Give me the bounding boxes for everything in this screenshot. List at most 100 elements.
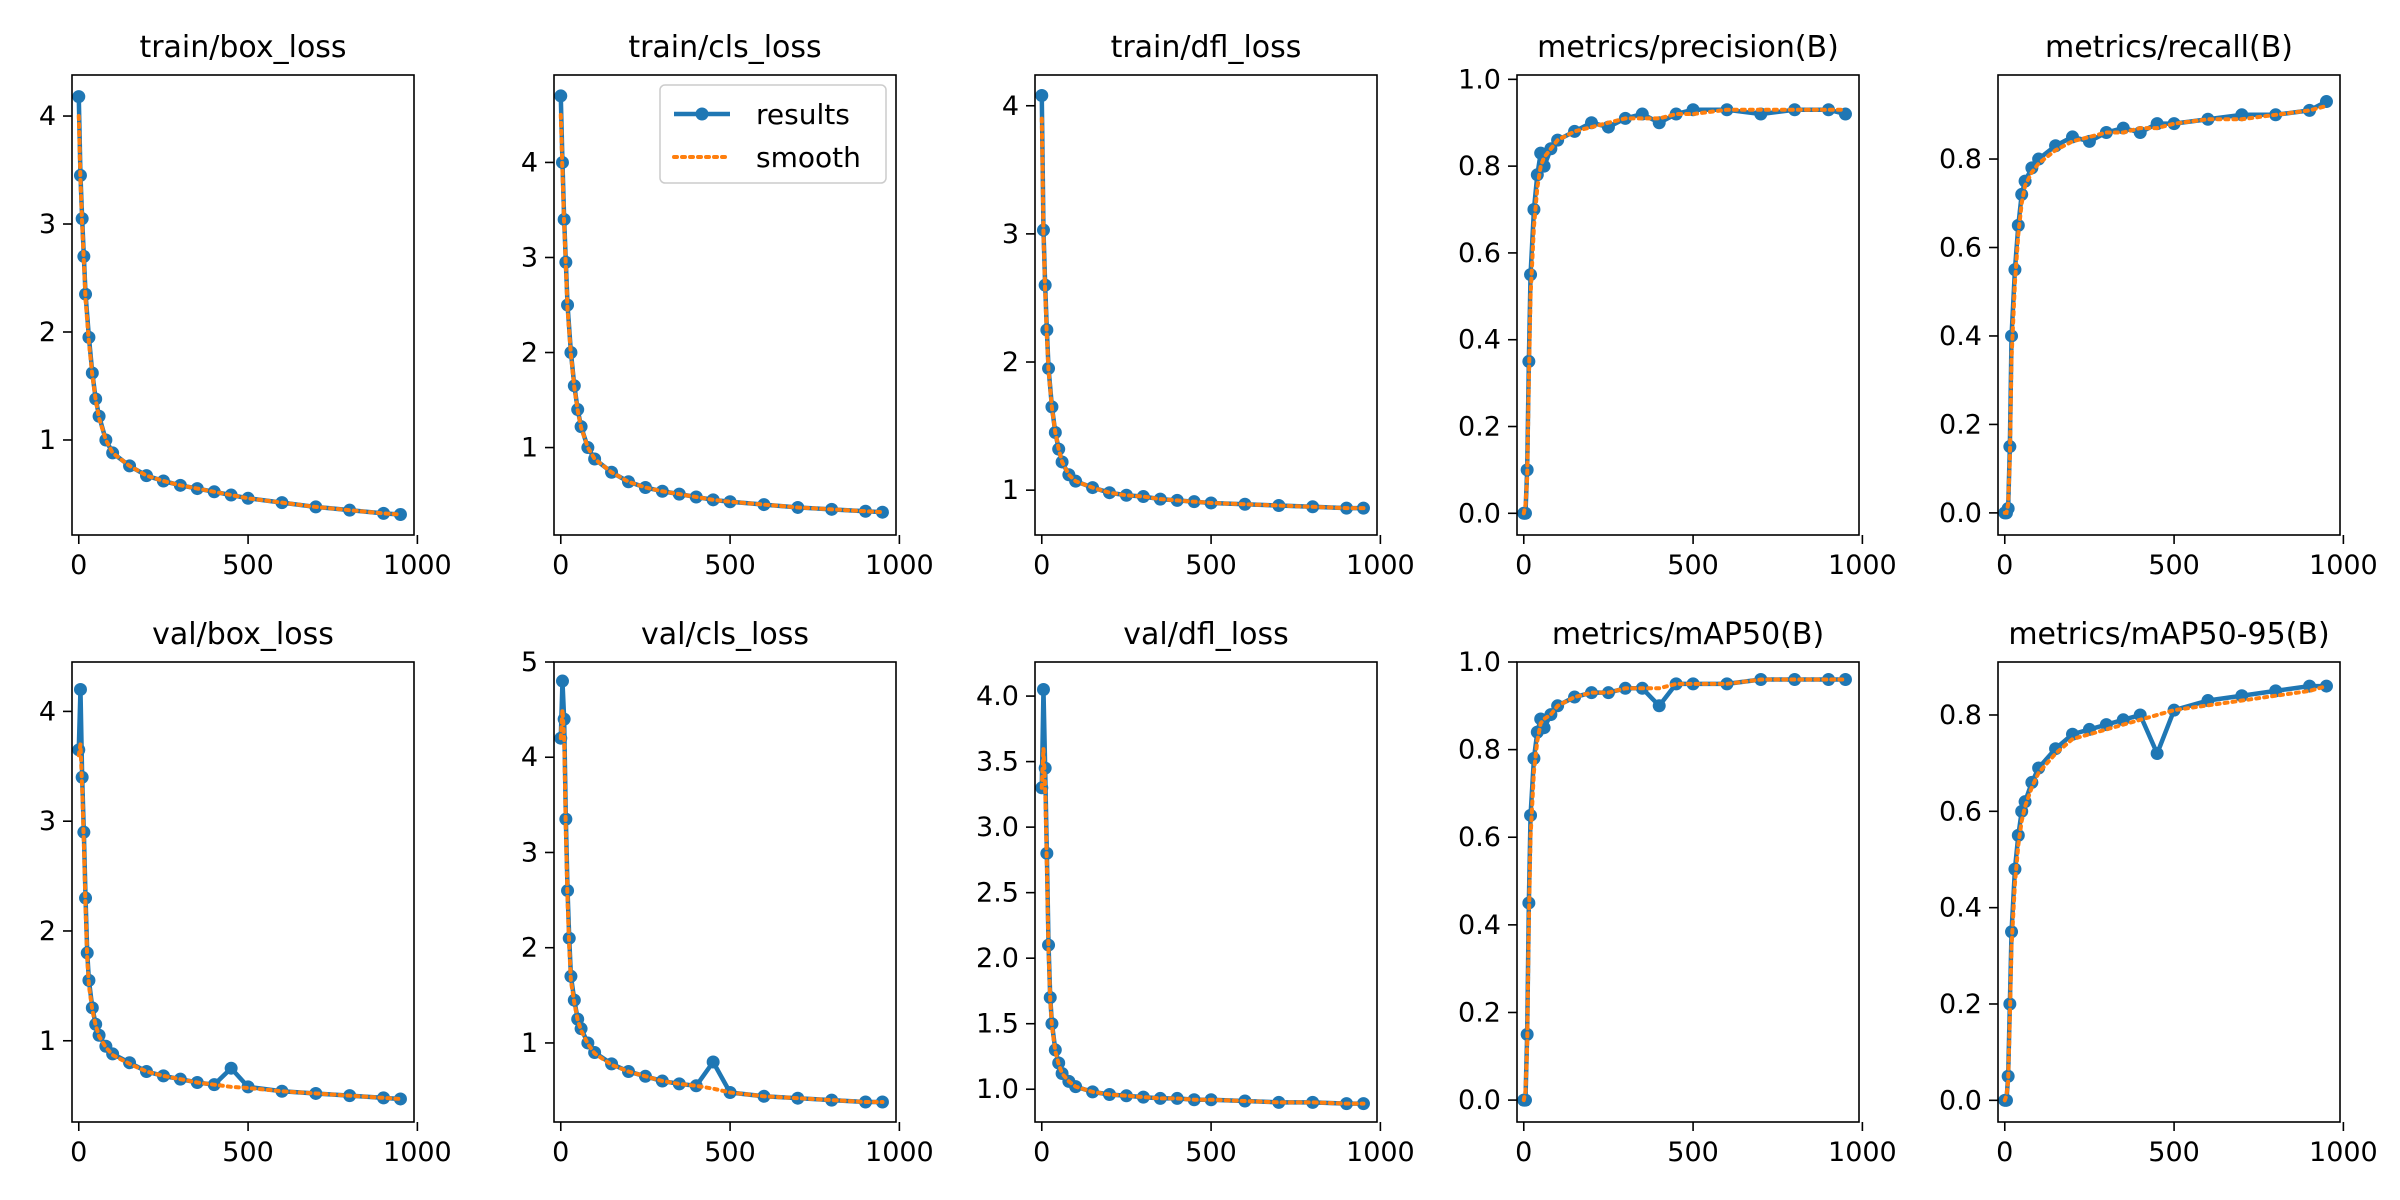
y-tick-label: 3 <box>521 242 538 273</box>
y-tick-label: 0.4 <box>1458 325 1501 356</box>
x-tick-label: 500 <box>2148 1137 2200 1168</box>
x-tick-label: 0 <box>1515 1137 1532 1168</box>
y-tick-label: 3.0 <box>976 812 1019 843</box>
x-tick-label: 1000 <box>2309 550 2378 581</box>
smooth-line <box>1039 748 1366 1106</box>
y-tick-label: 2.0 <box>976 943 1019 974</box>
y-tick-label: 1.0 <box>976 1074 1019 1105</box>
smooth-line <box>1521 677 1848 1103</box>
y-tick-label: 0.0 <box>1458 498 1501 529</box>
x-tick-label: 1000 <box>1346 550 1415 581</box>
smooth-line <box>76 744 403 1101</box>
y-tick-label: 0.2 <box>1939 409 1982 440</box>
results-point <box>1272 1095 1286 1109</box>
plot-area <box>1998 679 2333 1107</box>
subplot-8: val/dfl_loss 0 500 1000 1.0 1.5 2.0 2.5 3.0 3.5 4.… <box>976 617 1415 1168</box>
y-tick-label: 2 <box>39 916 56 947</box>
results-point <box>825 1093 839 1107</box>
x-tick-label: 500 <box>222 1137 274 1168</box>
y-tick-label: 2 <box>521 933 538 964</box>
axes-frame <box>1034 661 1378 1123</box>
subplot-2: train/cls_loss 0 500 1000 1 2 3 4 results smooth <box>521 30 934 581</box>
y-tick-label: 4.0 <box>976 681 1019 712</box>
y-tick-label: 1.5 <box>976 1009 1019 1040</box>
plot-area <box>1517 103 1852 520</box>
subplot-10: metrics/mAP50-95(B) 0 500 1000 0.0 0.2 0.4 0.6 0… <box>1939 617 2378 1168</box>
subplot-title: metrics/mAP50(B) <box>1552 617 1824 652</box>
results-line <box>558 678 883 1105</box>
x-tick-label: 500 <box>222 550 274 581</box>
axes-frame <box>1997 74 2341 536</box>
axes-frame <box>553 74 897 536</box>
y-tick-label: 0.2 <box>1939 989 1982 1020</box>
x-tick-label: 500 <box>704 1137 756 1168</box>
x-tick-label: 0 <box>1033 550 1050 581</box>
results-point <box>377 506 391 520</box>
x-tick-label: 500 <box>2148 550 2200 581</box>
y-tick-label: 1.0 <box>1458 647 1501 678</box>
plot-area <box>1517 673 1852 1107</box>
results-point <box>82 330 96 344</box>
plot-area <box>1998 95 2333 520</box>
subplot-title: val/cls_loss <box>641 617 809 652</box>
y-tick-label: 1 <box>1002 475 1019 506</box>
y-tick-label: 0.6 <box>1458 238 1501 269</box>
axes-frame <box>71 74 415 536</box>
y-tick-label: 0.8 <box>1939 144 1982 175</box>
plot-area <box>554 674 889 1109</box>
y-tick-label: 0.8 <box>1458 151 1501 182</box>
results-line <box>76 96 401 517</box>
y-tick-label: 1 <box>521 433 538 464</box>
x-tick-label: 1000 <box>383 550 452 581</box>
x-tick-label: 0 <box>1033 1137 1050 1168</box>
results-point <box>92 409 106 423</box>
y-tick-label: 0.8 <box>1458 735 1501 766</box>
y-tick-label: 0.2 <box>1458 412 1501 443</box>
subplot-title: metrics/mAP50-95(B) <box>2008 617 2329 652</box>
subplot-6: val/box_loss 0 500 1000 1 2 3 4 <box>39 617 452 1168</box>
smooth-line <box>1039 116 1366 511</box>
x-tick-label: 0 <box>70 1137 87 1168</box>
axes-frame <box>1997 661 2341 1123</box>
x-tick-label: 500 <box>1667 1137 1719 1168</box>
results-point <box>393 1092 407 1106</box>
y-tick-label: 4 <box>521 147 538 178</box>
x-tick-label: 0 <box>552 550 569 581</box>
subplot-5: metrics/recall(B) 0 500 1000 0.0 0.2 0.4 0.6 0.8 <box>1939 30 2378 581</box>
y-tick-label: 2.5 <box>976 878 1019 909</box>
subplot-title: val/box_loss <box>152 617 334 652</box>
results-line <box>76 687 401 1102</box>
axes-frame <box>71 661 415 1123</box>
y-tick-label: 0.6 <box>1458 822 1501 853</box>
results-point <box>1838 673 1852 687</box>
results-point <box>1686 677 1700 691</box>
results-point <box>555 674 569 688</box>
y-tick-label: 3 <box>521 837 538 868</box>
y-tick-label: 0.0 <box>1939 498 1982 529</box>
y-tick-label: 1 <box>39 425 56 456</box>
results-point <box>2133 708 2147 722</box>
x-tick-label: 1000 <box>1828 550 1897 581</box>
y-tick-label: 3 <box>39 806 56 837</box>
subplot-4: metrics/precision(B) 0 500 1000 0.0 0.2 0.4 0.6… <box>1458 30 1897 581</box>
y-tick-label: 0.2 <box>1458 997 1501 1028</box>
x-tick-label: 1000 <box>865 1137 934 1168</box>
axes-frame <box>1034 74 1378 536</box>
smooth-line <box>2002 684 2329 1103</box>
results-point <box>1522 896 1536 910</box>
y-tick-label: 0.6 <box>1939 233 1982 264</box>
legend-results-marker <box>695 107 709 121</box>
x-tick-label: 500 <box>1667 550 1719 581</box>
y-tick-label: 4 <box>1002 91 1019 122</box>
y-tick-label: 0.6 <box>1939 796 1982 827</box>
smooth-line <box>558 709 885 1104</box>
x-tick-label: 0 <box>70 550 87 581</box>
subplot-9: metrics/mAP50(B) 0 500 1000 0.0 0.2 0.4 0.6 0.8 1… <box>1458 617 1897 1168</box>
x-tick-label: 1000 <box>1346 1137 1415 1168</box>
smooth-line <box>558 112 885 515</box>
results-line <box>1039 95 1364 511</box>
results-point <box>1035 89 1049 103</box>
results-point <box>393 507 407 521</box>
x-tick-label: 0 <box>1996 550 2013 581</box>
